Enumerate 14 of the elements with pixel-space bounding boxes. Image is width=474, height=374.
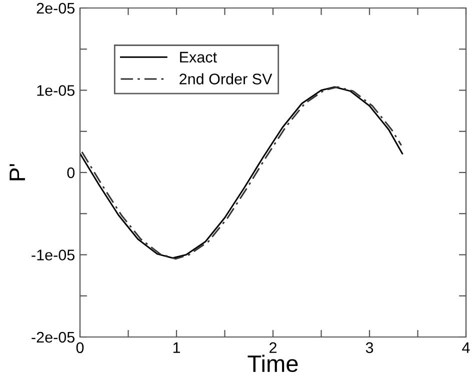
legend-label: Exact: [180, 52, 217, 63]
y-tick-label: 2e-05: [36, 2, 74, 14]
x-axis-title: Time: [248, 354, 298, 372]
x-tick-label: 2: [270, 342, 276, 353]
y-tick-label: 0: [67, 167, 75, 178]
y-axis-title: P': [10, 164, 25, 180]
x-tick-label: 3: [366, 342, 374, 354]
legend-label: 2nd Order SV: [180, 73, 272, 84]
y-tick-label: -2e-05: [32, 332, 75, 343]
x-tick-label: 0: [76, 342, 84, 354]
y-tick-label: -1e-05: [32, 250, 75, 260]
x-tick-label: 4: [462, 342, 470, 353]
x-tick-label: 1: [173, 342, 180, 353]
y-tick-label: 1e-05: [37, 85, 74, 96]
